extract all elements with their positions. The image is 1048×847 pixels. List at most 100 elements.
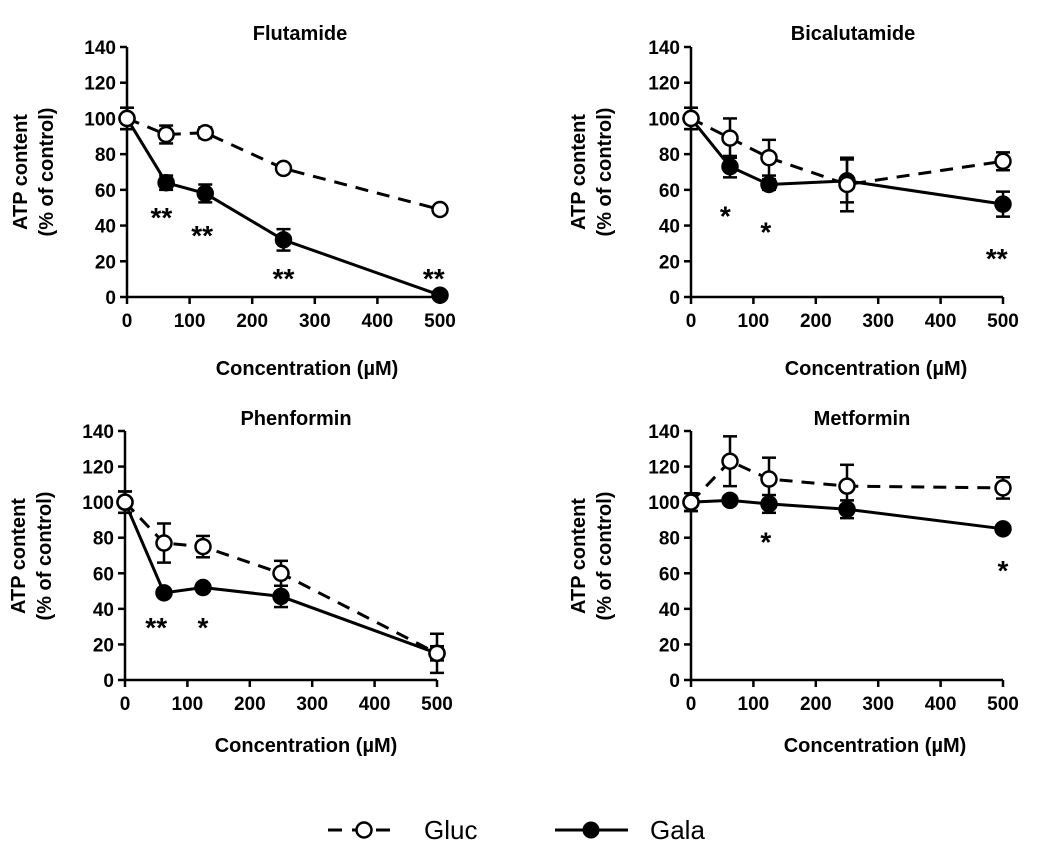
y-tick-label: 100 (82, 493, 114, 514)
data-point-gluc (196, 123, 214, 142)
y-tick-label: 100 (648, 109, 680, 130)
data-point-gluc (116, 493, 134, 511)
series-line-gluc (690, 117, 1004, 187)
chart-title: Bicalutamide (791, 23, 915, 45)
panel-2: Phenformin 0 20 40 60 80 100 120 140 0 100 200 300 40… (8, 408, 453, 757)
x-tick-label: 300 (862, 694, 894, 715)
significance-marker: * (720, 200, 731, 231)
data-point-gluc (994, 479, 1012, 497)
data-point-gluc (118, 109, 136, 128)
y-axis-label-line2: (% of control) (34, 492, 56, 621)
data-point-gala (196, 184, 214, 203)
y-tick-label: 80 (93, 529, 114, 550)
significance-marker: ** (145, 612, 167, 643)
data-point-gluc (760, 148, 778, 167)
y-tick-label: 0 (669, 671, 680, 692)
data-point-gluc (155, 534, 173, 552)
data-point-gluc (682, 109, 700, 128)
x-tick-label: 300 (296, 694, 328, 715)
x-tick-label: 400 (359, 694, 391, 715)
significance-marker: ** (273, 263, 295, 294)
y-tick-label: 80 (659, 529, 680, 550)
data-point-gala (157, 173, 175, 192)
x-tick-label: 300 (862, 311, 894, 332)
y-axis-label: ATP content (% of control) (8, 492, 56, 621)
x-axis-label: Concentration (µM) (785, 358, 968, 380)
series-line-gluc (126, 117, 441, 211)
data-point-gluc (682, 493, 700, 511)
y-axis-label-line1: ATP content (568, 114, 590, 230)
x-tick-label: 200 (800, 311, 832, 332)
y-tick-label: 140 (648, 422, 680, 443)
data-point-gluc (274, 159, 293, 178)
data-point-gluc (838, 477, 856, 495)
y-tick-label: 40 (659, 600, 680, 621)
data-point-gluc (428, 644, 446, 663)
data-point-gluc (721, 129, 739, 147)
y-tick-label: 80 (659, 145, 680, 166)
x-tick-label: 400 (362, 311, 394, 332)
y-tick-label: 40 (659, 217, 680, 238)
y-tick-label: 140 (82, 422, 114, 443)
y-tick-label: 0 (105, 288, 116, 309)
panel-1: Bicalutamide 0 20 40 60 80 100 120 140 0 100 200 300… (568, 23, 1019, 380)
x-tick-label: 0 (120, 694, 131, 715)
y-tick-label: 40 (93, 600, 114, 621)
chart-title: Flutamide (253, 23, 347, 45)
y-tick-label: 0 (669, 288, 680, 309)
data-point-gala (994, 520, 1012, 538)
y-axis-label: ATP content (% of control) (10, 108, 58, 237)
y-axis-label-line2: (% of control) (594, 108, 616, 237)
y-tick-label: 140 (648, 38, 680, 59)
chart-title: Metformin (814, 408, 911, 430)
x-tick-label: 500 (421, 694, 453, 715)
significance-marker: * (760, 527, 771, 558)
data-point-gala (431, 286, 449, 304)
y-tick-label: 60 (659, 564, 680, 585)
y-tick-label: 120 (648, 74, 680, 95)
x-tick-label: 0 (686, 311, 697, 332)
x-tick-label: 500 (424, 311, 456, 332)
y-tick-label: 20 (659, 635, 680, 656)
data-point-gluc (760, 470, 778, 488)
y-tick-label: 60 (95, 181, 116, 202)
x-tick-label: 200 (234, 694, 266, 715)
y-tick-label: 20 (659, 252, 680, 273)
data-point-gluc (157, 125, 175, 144)
panel-0: Flutamide 0 20 40 60 80 100 120 140 0 100 200 300 400… (10, 23, 456, 380)
significance-marker: ** (423, 263, 445, 294)
y-tick-label: 20 (93, 635, 114, 656)
x-axis-label: Concentration (µM) (784, 735, 967, 757)
x-tick-label: 500 (987, 311, 1019, 332)
x-tick-label: 0 (686, 694, 697, 715)
significance-marker: ** (151, 202, 173, 233)
legend: Gluc Gala (328, 815, 705, 845)
x-tick-label: 500 (987, 694, 1019, 715)
y-tick-label: 100 (84, 109, 116, 130)
y-axis-label: ATP content (% of control) (568, 108, 616, 237)
significance-marker: * (198, 612, 209, 643)
data-point-gluc (838, 175, 856, 194)
data-point-gluc (194, 537, 212, 556)
significance-marker: * (760, 216, 771, 247)
y-tick-label: 40 (95, 217, 116, 238)
panel-3: Metformin 0 20 40 60 80 100 120 140 0 100 200 300 400… (568, 408, 1019, 757)
x-axis-label: Concentration (µM) (216, 358, 399, 380)
y-axis-label-line2: (% of control) (36, 108, 58, 237)
x-tick-label: 100 (174, 311, 206, 332)
y-axis-label: ATP content (% of control) (568, 492, 616, 621)
x-tick-label: 100 (738, 311, 770, 332)
data-point-gala (994, 195, 1012, 213)
y-tick-label: 0 (103, 671, 114, 692)
y-tick-label: 120 (84, 74, 116, 95)
x-tick-label: 200 (236, 311, 268, 332)
x-tick-label: 400 (925, 311, 957, 332)
y-axis-label-line2: (% of control) (594, 492, 616, 621)
y-axis-label-line1: ATP content (568, 498, 590, 614)
legend-gluc-label: Gluc (424, 815, 477, 845)
y-tick-label: 60 (93, 564, 114, 585)
y-axis-label-line1: ATP content (10, 114, 32, 230)
x-tick-label: 0 (122, 311, 133, 332)
y-tick-label: 120 (82, 458, 114, 479)
